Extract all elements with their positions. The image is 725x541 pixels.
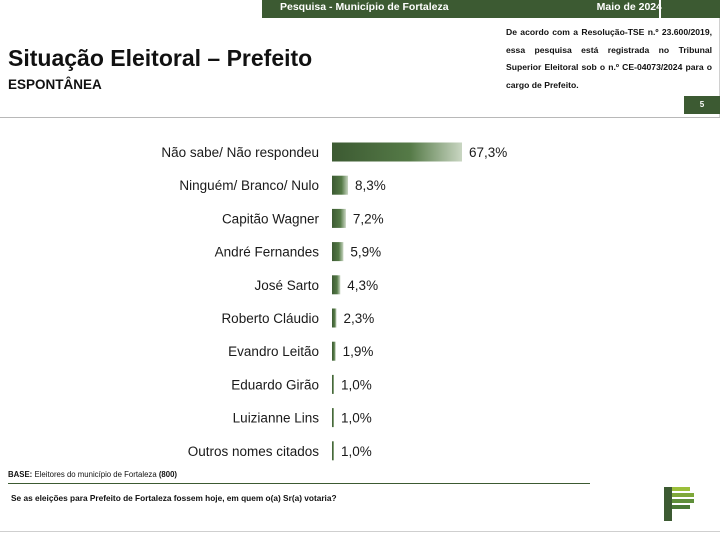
category-label: Não sabe/ Não respondeu: [161, 145, 319, 160]
category-label: Outros nomes citados: [188, 444, 320, 459]
base-sample: (800): [158, 470, 178, 479]
brand-logo-icon: [664, 487, 694, 521]
registration-note: De acordo com a Resolução-TSE n.º 23.600…: [506, 27, 712, 90]
page-number: 5: [684, 96, 720, 114]
base-label: BASE:: [8, 470, 33, 479]
base-text: Eleitores do município de Fortaleza: [34, 470, 157, 479]
category-label: Eduardo Girão: [231, 377, 319, 392]
page-title: Situação Eleitoral – Prefeito: [8, 45, 313, 71]
value-label: 67,3%: [469, 145, 507, 160]
value-label: 4,3%: [347, 278, 378, 293]
category-label: André Fernandes: [215, 245, 320, 260]
value-label: 5,9%: [350, 245, 381, 260]
bar: [332, 142, 462, 162]
footer-divider: [8, 483, 590, 484]
category-label: José Sarto: [254, 278, 319, 293]
category-label: Roberto Cláudio: [221, 311, 319, 326]
bar-chart: Não sabe/ Não respondeu 67,3% Ninguém/ Bra…: [161, 142, 507, 461]
bar: [332, 208, 346, 228]
value-label: 2,3%: [343, 311, 374, 326]
header-bar: Pesquisa - Município de Fortaleza Maio d…: [262, 0, 720, 18]
category-label: Evandro Leitão: [228, 344, 319, 359]
header-divider: [659, 0, 661, 18]
value-label: 1,0%: [341, 377, 372, 392]
bottom-divider: [0, 531, 720, 532]
date-label: Maio de 2024: [596, 1, 662, 13]
page-subtitle: ESPONTÂNEA: [8, 77, 102, 92]
value-label: 1,0%: [341, 444, 372, 459]
survey-label: Pesquisa - Município de Fortaleza: [280, 1, 449, 13]
value-label: 8,3%: [355, 178, 386, 193]
bar: [332, 441, 334, 461]
base-note: BASE: Eleitores do município de Fortalez…: [8, 470, 177, 479]
category-label: Luizianne Lins: [233, 411, 320, 426]
bar: [332, 374, 334, 394]
header-divider-line: [0, 117, 720, 118]
value-label: 7,2%: [353, 211, 384, 226]
survey-question: Se as eleições para Prefeito de Fortalez…: [11, 493, 337, 503]
bar: [332, 275, 341, 295]
bar: [332, 242, 344, 262]
value-label: 1,9%: [343, 344, 374, 359]
category-label: Capitão Wagner: [222, 211, 320, 226]
bar: [332, 408, 334, 428]
bar: [332, 341, 336, 361]
value-label: 1,0%: [341, 411, 372, 426]
bar: [332, 175, 349, 195]
bar: [332, 308, 337, 328]
side-divider: [719, 18, 720, 118]
category-label: Ninguém/ Branco/ Nulo: [179, 178, 319, 193]
